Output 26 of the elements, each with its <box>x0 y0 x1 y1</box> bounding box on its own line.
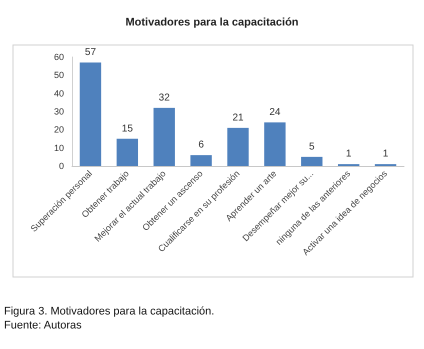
bar <box>154 108 175 166</box>
bar <box>264 122 286 166</box>
chart-title: Motivadores para la capacitación <box>125 16 299 28</box>
y-tick-label: 30 <box>54 106 64 116</box>
text: Figura 3. Motivadores para la capacitación. <box>4 306 214 318</box>
bar <box>190 155 212 166</box>
data-label: 21 <box>232 112 244 124</box>
bar <box>227 128 249 166</box>
y-tick-label: 0 <box>58 161 64 171</box>
data-label: 15 <box>122 123 134 134</box>
data-label: 1 <box>346 148 352 160</box>
bar <box>116 138 138 166</box>
bar <box>80 62 102 166</box>
y-tick-label: 60 <box>54 52 64 62</box>
y-tick-label: 40 <box>54 88 64 98</box>
data-label: 57 <box>84 46 96 58</box>
data-label: 5 <box>308 141 315 152</box>
data-label: 1 <box>382 148 389 160</box>
data-label: 6 <box>198 140 204 151</box>
data-label: 24 <box>269 106 281 118</box>
data-label: 32 <box>158 92 170 104</box>
source-note: Fuente: Autoras <box>4 320 82 332</box>
bar <box>301 156 322 166</box>
y-tick-label: 10 <box>54 142 64 153</box>
y-tick-label: 20 <box>54 124 64 135</box>
y-tick-label: 50 <box>54 70 64 80</box>
